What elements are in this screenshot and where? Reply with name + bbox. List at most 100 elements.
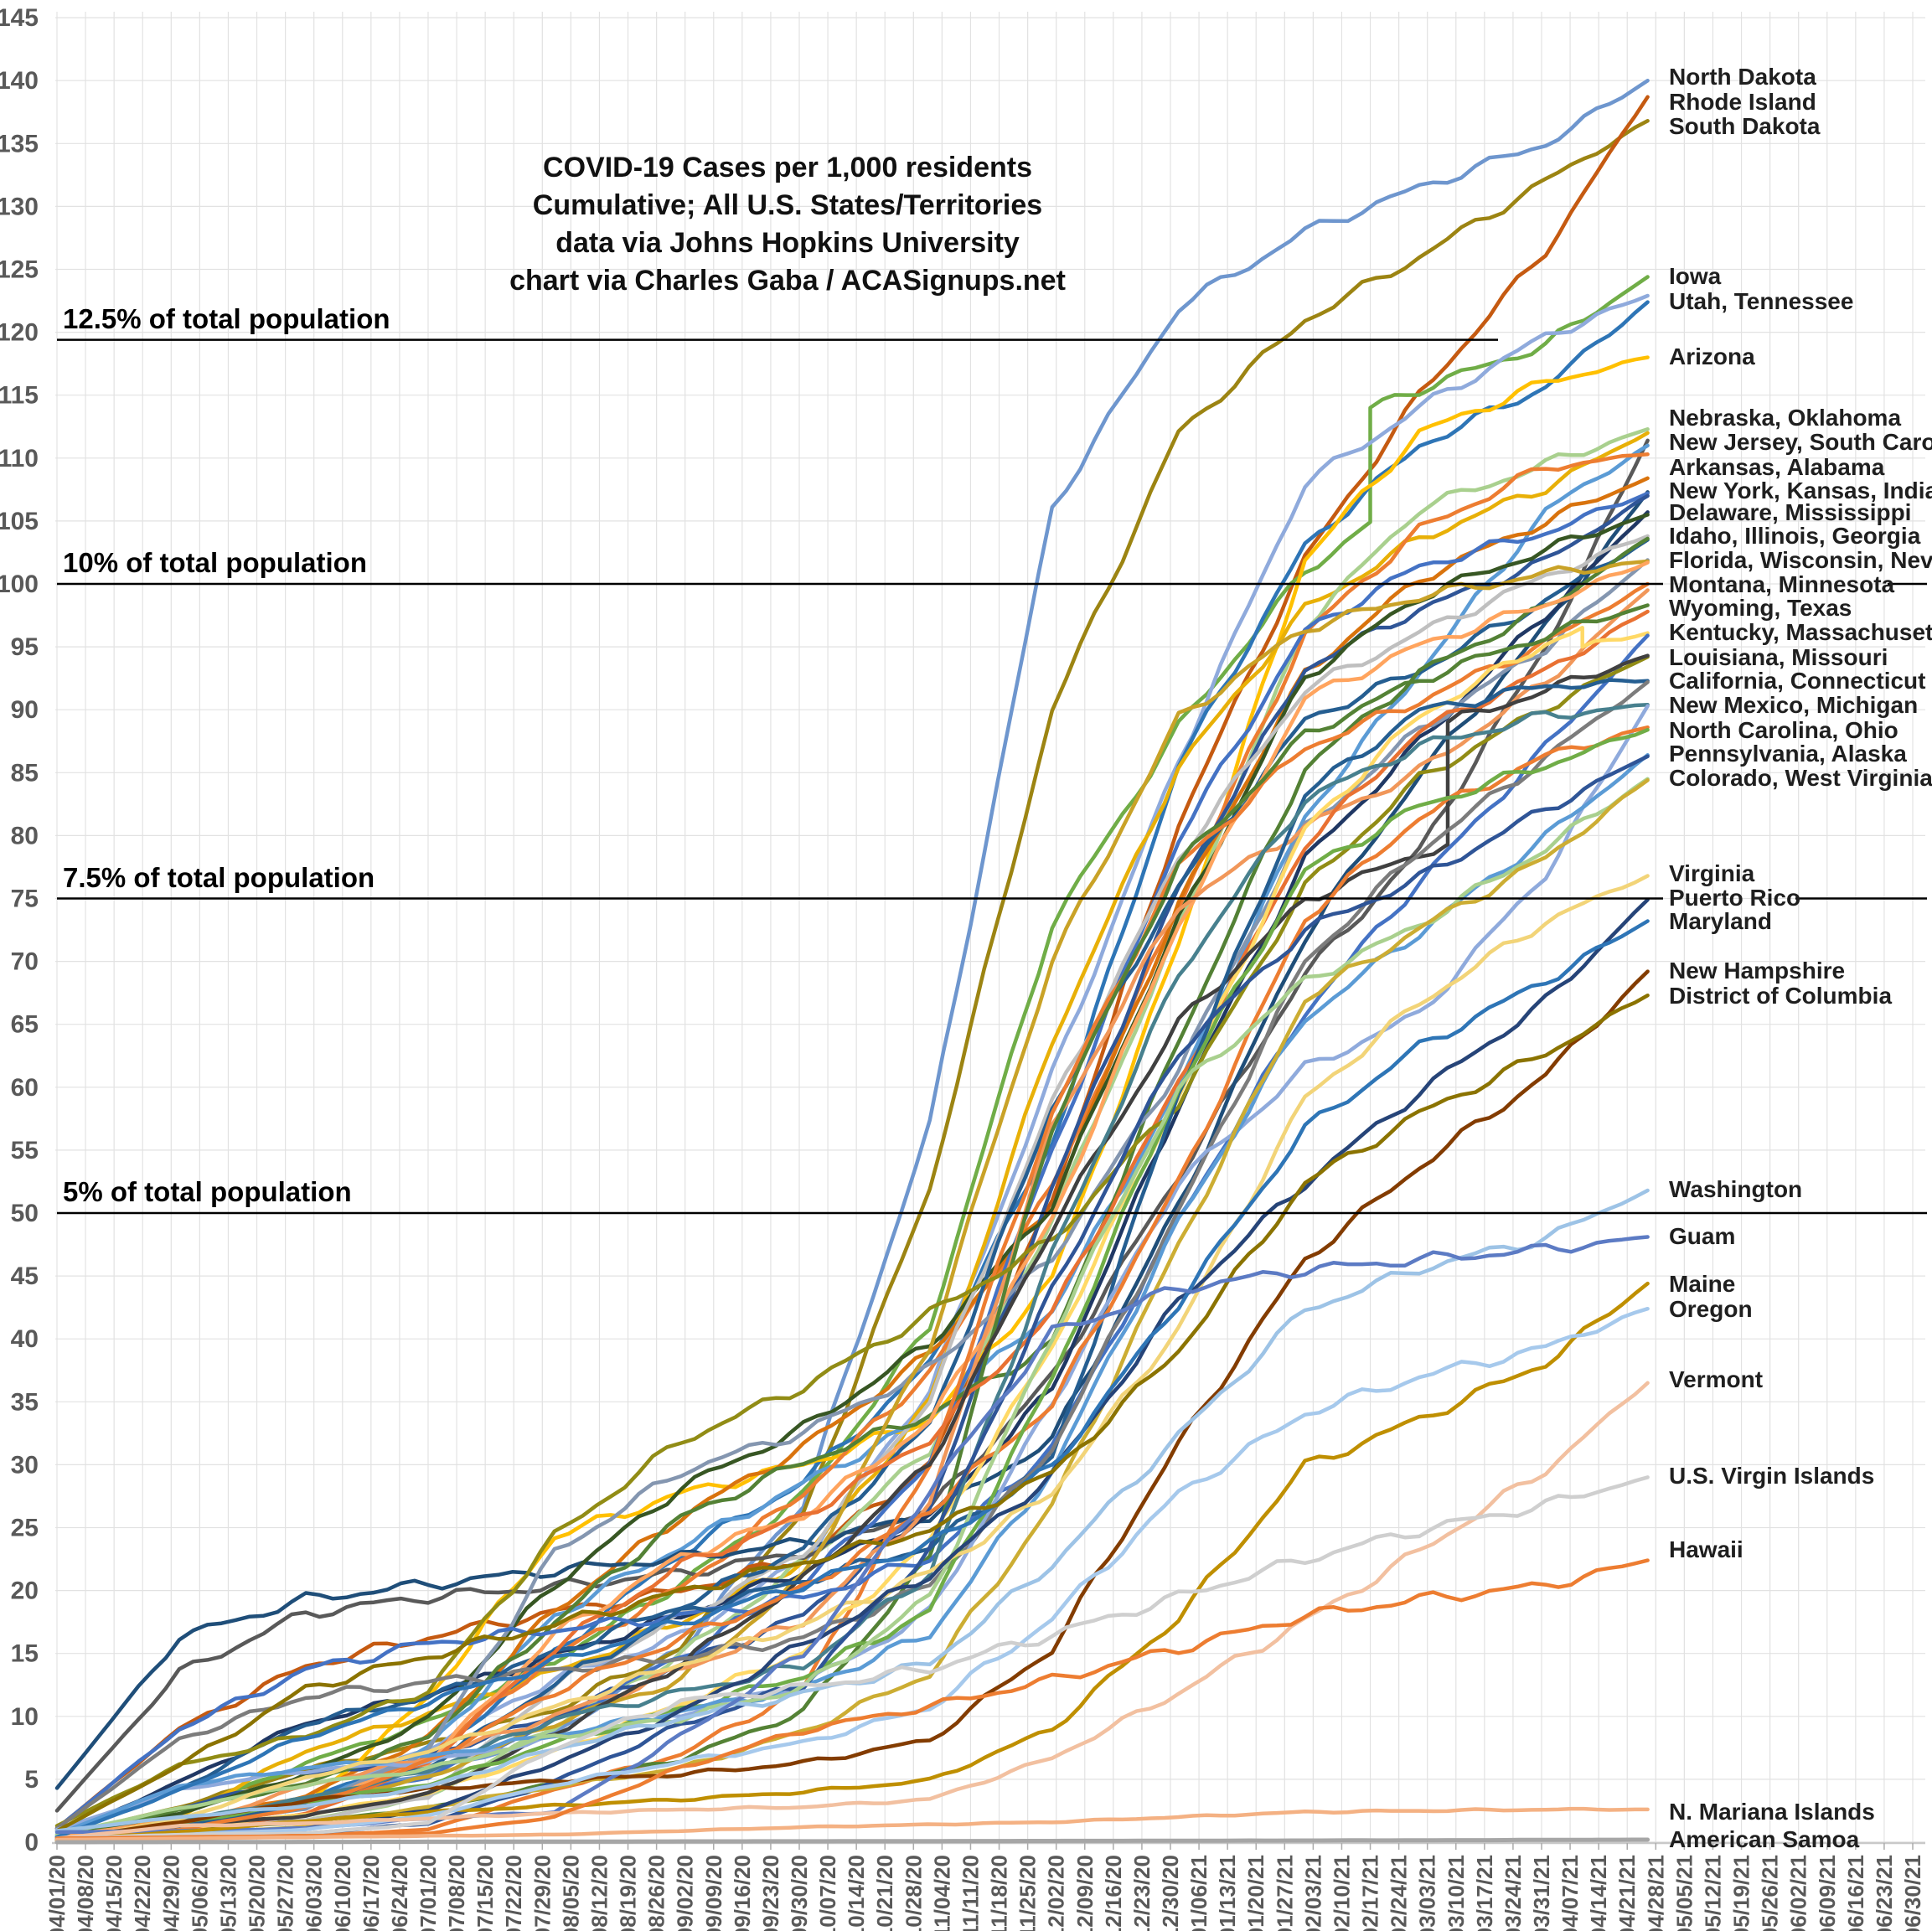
series-line-new-hampshire: [54, 969, 1650, 1842]
x-tick-label: 03/03/21: [1415, 1855, 1440, 1931]
series-end-label: Washington: [1669, 1175, 1803, 1202]
series-end-label: California, Connecticut: [1669, 668, 1926, 694]
series-lines: [54, 78, 1650, 1845]
y-tick-label: 45: [11, 1262, 39, 1290]
x-tick-label: 12/09/20: [1072, 1855, 1098, 1931]
series-line-alabama: [54, 476, 1650, 1842]
x-tick-label: 06/16/21: [1843, 1855, 1868, 1931]
x-tick-label: 11/04/20: [929, 1855, 954, 1931]
x-tick-label: 10/07/20: [815, 1855, 840, 1931]
y-tick-label: 20: [11, 1577, 39, 1605]
reference-label: 10% of total population: [63, 547, 367, 578]
series-end-label: New York, Kansas, Indiana: [1669, 478, 1932, 504]
series-line-washington: [54, 1188, 1650, 1833]
y-tick-label: 55: [11, 1137, 39, 1164]
series-line-massachusetts: [54, 633, 1650, 1830]
x-tick-label: 06/30/21: [1900, 1855, 1925, 1931]
y-tick-label: 85: [11, 759, 39, 787]
x-tick-label: 12/30/20: [1158, 1855, 1183, 1931]
series-line-maryland: [54, 919, 1650, 1840]
series-line-louisiana: [54, 654, 1650, 1828]
x-tick-label: 08/12/20: [586, 1855, 612, 1931]
series-line-n-mariana-islands: [54, 1806, 1650, 1842]
x-tick-label: 05/06/20: [187, 1855, 212, 1931]
reference-lines: [57, 338, 1927, 1215]
series-line-u-s-virgin-islands: [54, 1475, 1650, 1841]
chart-title-line: chart via Charles Gaba / ACASignups.net: [509, 265, 1066, 297]
series-end-label: Wyoming, Texas: [1669, 595, 1852, 622]
y-axis-labels: 0 5 10 15 20 25 30 35 40 45 50 55 60 65 70 75 80 85 90 95 10…: [0, 4, 39, 1856]
x-tick-label: 05/20/20: [245, 1855, 270, 1931]
series-line-missouri: [54, 653, 1650, 1842]
series-line-alaska: [54, 754, 1650, 1842]
x-tick-label: 05/12/21: [1700, 1855, 1725, 1931]
y-tick-label: 125: [0, 256, 39, 284]
y-tick-label: 90: [11, 696, 39, 724]
y-tick-label: 80: [11, 822, 39, 849]
y-tick-label: 15: [11, 1640, 39, 1668]
y-tick-label: 145: [0, 4, 39, 32]
x-tick-label: 06/09/21: [1815, 1855, 1840, 1931]
series-end-label: North Dakota: [1669, 64, 1816, 90]
series-end-label: Delaware, Mississippi: [1669, 498, 1912, 525]
y-tick-label: 60: [11, 1074, 39, 1102]
series-line-vermont: [54, 1381, 1650, 1841]
series-line-guam: [54, 1235, 1650, 1835]
y-tick-label: 135: [0, 130, 39, 157]
x-tick-label: 05/13/20: [215, 1855, 240, 1931]
x-tick-label: 02/17/21: [1358, 1855, 1383, 1931]
x-tick-label: 07/15/20: [473, 1855, 498, 1931]
y-tick-label: 140: [0, 67, 39, 95]
series-line-puerto-rico: [54, 897, 1650, 1842]
x-tick-label: 06/24/20: [387, 1855, 412, 1931]
reference-label: 7.5% of total population: [63, 861, 375, 893]
x-tick-label: 10/14/20: [844, 1855, 869, 1931]
x-axis-labels: 04/01/20 04/08/20 04/15/20 04/22/20 04/29/20…: [44, 1855, 1925, 1931]
series-end-label: Iowa: [1669, 262, 1722, 289]
y-tick-label: 120: [0, 319, 39, 347]
x-tick-label: 05/05/21: [1671, 1855, 1697, 1931]
series-line-georgia: [54, 536, 1650, 1840]
x-tick-label: 08/19/20: [616, 1855, 641, 1931]
x-tick-label: 07/29/20: [529, 1855, 555, 1931]
x-tick-label: 06/02/21: [1786, 1855, 1811, 1931]
x-tick-label: 04/22/20: [130, 1855, 155, 1931]
x-tick-label: 03/24/21: [1501, 1855, 1526, 1931]
x-tick-label: 11/18/20: [987, 1855, 1012, 1931]
series-end-label: Utah, Tennessee: [1669, 287, 1854, 314]
x-tick-label: 09/16/20: [730, 1855, 755, 1931]
x-tick-label: 02/03/21: [1300, 1855, 1325, 1931]
series-end-label: Guam: [1669, 1222, 1736, 1249]
x-tick-label: 01/27/21: [1272, 1855, 1297, 1931]
x-tick-label: 01/06/21: [1186, 1855, 1211, 1931]
x-tick-label: 03/10/21: [1444, 1855, 1469, 1931]
x-tick-label: 04/08/20: [73, 1855, 98, 1931]
series-end-label: District of Columbia: [1669, 982, 1893, 1009]
y-tick-label: 110: [0, 445, 39, 472]
x-tick-label: 12/16/20: [1101, 1855, 1126, 1931]
x-tick-label: 04/28/21: [1643, 1855, 1668, 1931]
y-tick-label: 115: [0, 382, 39, 410]
series-end-label: Nebraska, Oklahoma: [1669, 405, 1902, 431]
series-line-american-samoa: [54, 1837, 1650, 1845]
series-end-label: Maryland: [1669, 908, 1772, 935]
y-tick-label: 130: [0, 193, 39, 220]
series-end-label: Hawaii: [1669, 1536, 1743, 1562]
x-tick-label: 10/21/20: [872, 1855, 897, 1931]
series-end-label: New Mexico, Michigan: [1669, 691, 1919, 718]
series-end-label: Oregon: [1669, 1295, 1753, 1322]
series-line-indiana: [54, 493, 1650, 1840]
y-tick-label: 5: [24, 1766, 39, 1794]
series-end-label: Florida, Wisconsin, Nevada: [1669, 546, 1932, 573]
series-line-colorado: [54, 777, 1650, 1837]
x-tick-label: 04/21/21: [1614, 1855, 1640, 1931]
x-tick-label: 07/08/20: [444, 1855, 469, 1931]
series-end-label: South Dakota: [1669, 112, 1821, 139]
x-tick-label: 06/17/20: [359, 1855, 384, 1931]
x-tick-label: 06/10/20: [330, 1855, 355, 1931]
series-end-label: U.S. Virgin Islands: [1669, 1463, 1875, 1490]
series-line-district-of-columbia: [54, 993, 1650, 1833]
x-tick-label: 04/14/21: [1586, 1855, 1611, 1931]
x-tick-label: 07/01/20: [416, 1855, 441, 1931]
x-tick-label: 05/19/21: [1729, 1855, 1754, 1931]
